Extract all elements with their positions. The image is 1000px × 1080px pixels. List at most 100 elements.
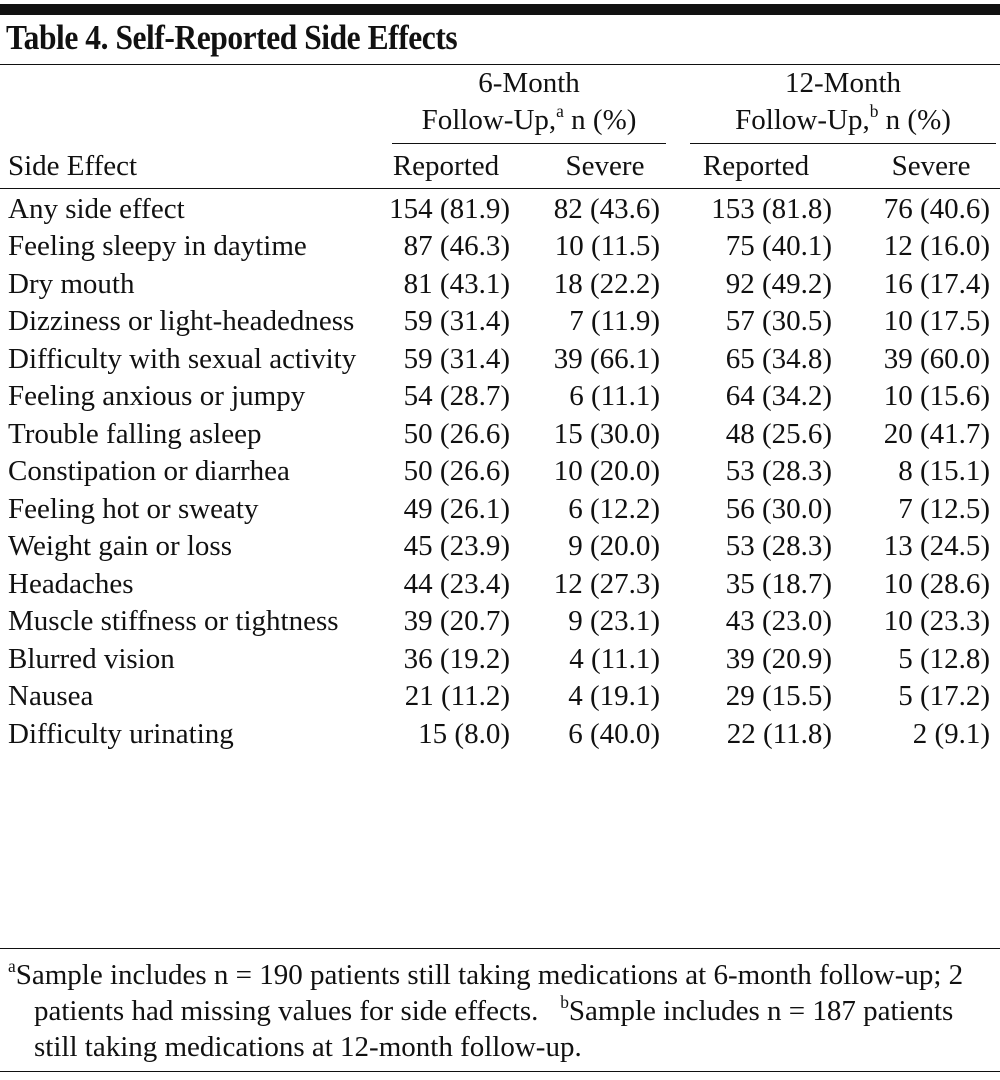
cell-value: 82 (43.6) [553,192,661,225]
cell-value: 18 (22.2) [553,267,661,300]
subheader-row: Side Effect Reported Severe Reported Severe [0,144,1000,189]
cell-value: 35 (18.7) [725,567,833,600]
row-label: Difficulty urinating [8,717,234,750]
column-header: Reported [372,144,520,189]
cell-value: 7 (11.9) [569,305,661,337]
side-effects-table: 6-Month Follow-Up,a n (%) 12-Month Follo… [0,64,1000,753]
footnote-text: Sample includes n = 187 patients still t… [34,995,954,1063]
cell-value: 64 (34.2) [725,380,833,412]
footnote: aSample includes n = 190 patients still … [0,957,1000,1065]
table-row: Headaches 44 (23.4) 12 (27.3) 35 (18.7) 10 (… [0,566,1000,604]
cell-value: 53 (28.3) [725,530,833,562]
cell-value: 9 (20.0) [568,530,661,562]
cell-value: 16 (17.4) [883,267,991,300]
cell-value: 65 (34.8) [725,342,833,375]
table-row: Feeling hot or sweaty 49 (26.1) 6 (12.2) 56… [0,491,1000,529]
table-title: Table 4. Self-Reported Side Effects [6,18,458,57]
footnote-marker: b [869,100,879,121]
footnotes: aSample includes n = 190 patients still … [0,948,1000,1072]
footnote-marker: b [560,991,569,1012]
cell-value: 10 (28.6) [883,567,991,600]
cell-value: 10 (20.0) [553,455,661,487]
row-label-header: Side Effect [0,144,372,189]
group-unit: n (%) [885,104,951,136]
table-row: Feeling anxious or jumpy 54 (28.7) 6 (11.1… [0,378,1000,416]
cell-value: 39 (20.7) [403,605,510,637]
table-row: Constipation or diarrhea 50 (26.6) 10 (20.… [0,453,1000,491]
cell-value: 153 (81.8) [711,192,833,225]
cell-value: 154 (81.9) [389,192,510,225]
cell-value: 10 (17.5) [883,305,991,337]
row-label: Nausea [8,680,94,712]
cell-value: 15 (30.0) [553,417,661,450]
table-row: Any side effect 154 (81.9) 82 (43.6) 153 (8… [0,188,1000,228]
cell-value: 81 (43.1) [403,267,510,300]
row-label: Trouble falling asleep [8,417,262,450]
cell-value: 12 (16.0) [883,230,991,262]
table-row: Weight gain or loss 45 (23.9) 9 (20.0) 53 (… [0,528,1000,566]
cell-value: 4 (11.1) [569,642,661,675]
table-row: Dizziness or light-headedness 59 (31.4) 7 … [0,303,1000,341]
cell-value: 5 (17.2) [898,680,991,712]
cell-value: 9 (23.1) [568,605,661,637]
cell-value: 6 (11.1) [569,380,661,412]
cell-value: 87 (46.3) [403,230,510,262]
row-label: Difficulty with sexual activity [8,342,357,375]
row-label: Feeling anxious or jumpy [8,380,306,412]
table-row: Blurred vision 36 (19.2) 4 (11.1) 39 (20.9)… [0,641,1000,679]
table-row: Trouble falling asleep 50 (26.6) 15 (30.0)… [0,416,1000,454]
cell-value: 39 (66.1) [553,342,661,375]
table-row: Dry mouth 81 (43.1) 18 (22.2) 92 (49.2) 16 (… [0,266,1000,304]
cell-value: 10 (23.3) [883,605,991,637]
cell-value: 44 (23.4) [403,567,510,600]
cell-value: 4 (19.1) [568,680,661,712]
cell-value: 13 (24.5) [883,530,991,562]
cell-value: 21 (11.2) [404,680,510,712]
cell-value: 59 (31.4) [403,342,510,375]
cell-value: 12 (27.3) [553,567,661,600]
group-unit: n (%) [571,104,637,136]
column-header: Severe [520,144,671,189]
cell-value: 92 (49.2) [725,267,833,300]
cell-value: 59 (31.4) [403,305,510,337]
group-line2: Follow-Up, [735,104,870,136]
row-label: Feeling hot or sweaty [8,492,259,525]
cell-value: 76 (40.6) [883,192,991,225]
table-row: Difficulty urinating 15 (8.0) 6 (40.0) 22 (… [0,716,1000,754]
cell-value: 49 (26.1) [403,492,510,525]
group-header: 12-Month Follow-Up,b n (%) [670,64,1000,144]
row-label: Headaches [8,567,134,600]
cell-value: 2 (9.1) [912,717,991,750]
row-label: Dizziness or light-headedness [8,305,355,337]
cell-value: 75 (40.1) [725,230,833,262]
cell-value: 50 (26.6) [403,455,510,487]
row-label: Any side effect [8,192,185,225]
row-label: Constipation or diarrhea [8,455,290,487]
group-header: 6-Month Follow-Up,a n (%) [372,64,671,144]
row-label: Dry mouth [8,267,135,300]
table-body: Any side effect 154 (81.9) 82 (43.6) 153 (8… [0,188,1000,753]
cell-value: 20 (41.7) [883,417,991,450]
cell-value: 10 (15.6) [883,380,991,412]
cell-value: 50 (26.6) [403,417,510,450]
row-label: Feeling sleepy in daytime [8,230,307,262]
cell-value: 29 (15.5) [725,680,833,712]
cell-value: 5 (12.8) [898,642,991,675]
cell-value: 53 (28.3) [725,455,833,487]
cell-value: 6 (12.2) [568,492,661,525]
table-row: Muscle stiffness or tightness 39 (20.7) 9 … [0,603,1000,641]
table-row: Nausea 21 (11.2) 4 (19.1) 29 (15.5) 5 (17.2) [0,678,1000,716]
cell-value: 36 (19.2) [403,642,510,675]
cell-value: 56 (30.0) [725,492,833,525]
row-label: Blurred vision [8,642,175,675]
cell-value: 7 (12.5) [898,492,991,525]
cell-value: 43 (23.0) [725,605,833,637]
group-line1: 6-Month [478,67,580,99]
cell-value: 15 (8.0) [418,717,510,750]
top-rule [0,4,1000,15]
cell-value: 10 (11.5) [554,230,661,262]
table-row: Difficulty with sexual activity 59 (31.4)… [0,341,1000,379]
table-row: Feeling sleepy in daytime 87 (46.3) 10 (11… [0,228,1000,266]
cell-value: 57 (30.5) [725,305,833,337]
